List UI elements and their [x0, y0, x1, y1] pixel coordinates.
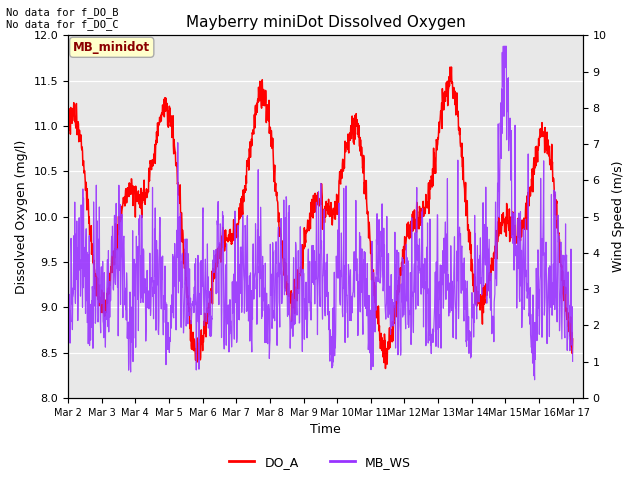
Y-axis label: Wind Speed (m/s): Wind Speed (m/s)	[612, 161, 625, 272]
Text: No data for f_DO_B: No data for f_DO_B	[6, 7, 119, 18]
Title: Mayberry miniDot Dissolved Oxygen: Mayberry miniDot Dissolved Oxygen	[186, 15, 465, 30]
Text: No data for f_DO_C: No data for f_DO_C	[6, 19, 119, 30]
Legend: DO_A, MB_WS: DO_A, MB_WS	[224, 451, 416, 474]
X-axis label: Time: Time	[310, 423, 340, 436]
Text: MB_minidot: MB_minidot	[73, 41, 150, 54]
Y-axis label: Dissolved Oxygen (mg/l): Dissolved Oxygen (mg/l)	[15, 140, 28, 294]
